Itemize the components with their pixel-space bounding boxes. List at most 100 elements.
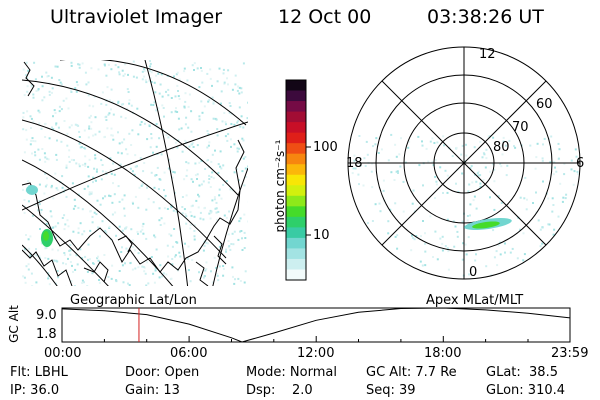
background-speckle: [175, 210, 178, 213]
background-speckle: [194, 162, 197, 165]
geographic-label: Geographic Lat/Lon: [70, 293, 197, 308]
background-speckle: [214, 207, 217, 210]
background-speckle: [195, 199, 198, 202]
background-speckle: [170, 234, 173, 237]
background-speckle: [155, 248, 158, 251]
background-speckle: [247, 220, 248, 223]
background-speckle: [66, 219, 69, 222]
background-speckle: [198, 195, 201, 198]
background-speckle: [208, 178, 211, 180]
background-speckle: [417, 135, 420, 138]
background-speckle: [152, 151, 154, 154]
background-speckle: [63, 252, 66, 254]
background-speckle: [153, 281, 156, 284]
background-speckle: [178, 251, 181, 254]
background-speckle: [125, 226, 128, 228]
background-speckle: [532, 202, 534, 204]
background-speckle: [34, 78, 37, 81]
background-speckle: [88, 158, 91, 161]
background-speckle: [90, 191, 93, 194]
background-speckle: [493, 208, 496, 211]
background-speckle: [210, 270, 212, 273]
background-speckle: [223, 214, 226, 217]
background-speckle: [84, 155, 87, 158]
background-speckle: [46, 157, 49, 160]
background-speckle: [552, 204, 555, 206]
background-speckle: [177, 90, 179, 92]
background-speckle: [137, 232, 139, 235]
background-speckle: [238, 86, 241, 89]
background-speckle: [542, 143, 544, 146]
background-speckle: [229, 188, 232, 191]
background-speckle: [143, 75, 146, 78]
background-speckle: [47, 158, 50, 161]
background-speckle: [165, 90, 167, 93]
background-speckle: [44, 160, 47, 163]
background-speckle: [238, 147, 240, 150]
background-speckle: [233, 171, 236, 174]
background-speckle: [40, 208, 43, 211]
background-speckle: [24, 281, 27, 284]
background-speckle: [476, 172, 479, 175]
background-speckle: [69, 89, 72, 92]
background-speckle: [93, 167, 96, 170]
background-speckle: [473, 146, 476, 149]
background-speckle: [117, 185, 120, 188]
background-speckle: [97, 226, 100, 229]
background-speckle: [203, 244, 206, 247]
background-speckle: [220, 90, 223, 93]
background-speckle: [115, 234, 118, 237]
background-speckle: [424, 250, 427, 253]
background-speckle: [554, 166, 556, 169]
background-speckle: [215, 201, 218, 204]
background-speckle: [351, 172, 354, 175]
background-speckle: [177, 95, 180, 98]
background-speckle: [234, 83, 237, 86]
background-speckle: [200, 67, 202, 69]
background-speckle: [189, 227, 192, 230]
background-speckle: [244, 237, 247, 239]
background-speckle: [88, 191, 91, 194]
background-speckle: [138, 186, 141, 189]
background-speckle: [529, 144, 532, 147]
background-speckle: [242, 139, 245, 142]
background-speckle: [493, 168, 496, 171]
background-speckle: [67, 225, 70, 228]
background-speckle: [466, 215, 469, 217]
background-speckle: [160, 153, 163, 156]
background-speckle: [76, 124, 79, 127]
background-speckle: [121, 246, 123, 249]
background-speckle: [153, 186, 156, 189]
background-speckle: [483, 153, 486, 156]
background-speckle: [132, 60, 135, 63]
background-speckle: [374, 143, 377, 146]
background-speckle: [140, 184, 143, 187]
background-speckle: [70, 124, 73, 127]
background-speckle: [499, 162, 502, 165]
background-speckle: [467, 236, 470, 239]
background-speckle: [71, 182, 74, 185]
background-speckle: [446, 191, 449, 194]
background-speckle: [353, 154, 356, 157]
background-speckle: [228, 111, 231, 114]
background-speckle: [446, 247, 449, 250]
background-speckle: [56, 260, 59, 263]
background-speckle: [387, 159, 390, 162]
background-speckle: [236, 150, 239, 153]
info-glon: GLon: 310.4: [486, 383, 566, 398]
background-speckle: [233, 282, 236, 285]
background-speckle: [210, 211, 213, 214]
background-speckle: [187, 126, 190, 129]
background-speckle: [222, 267, 225, 270]
background-speckle: [196, 67, 199, 70]
background-speckle: [444, 245, 447, 247]
background-speckle: [501, 153, 504, 156]
background-speckle: [109, 157, 112, 160]
background-speckle: [469, 167, 472, 169]
background-speckle: [209, 68, 212, 71]
background-speckle: [479, 185, 482, 188]
background-speckle: [499, 253, 502, 256]
background-speckle: [27, 69, 30, 72]
background-speckle: [25, 234, 27, 236]
background-speckle: [477, 174, 480, 177]
